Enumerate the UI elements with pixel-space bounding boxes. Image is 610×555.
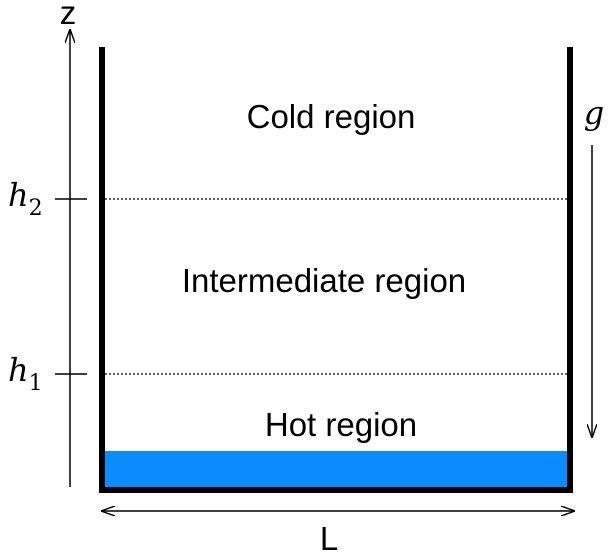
z-axis-label: z (60, 0, 77, 31)
width-label: L (320, 520, 338, 555)
h2-label: h2 (8, 176, 43, 221)
gravity-label: g (584, 94, 604, 132)
container-walls (99, 47, 573, 493)
hot-fluid-layer (103, 451, 569, 489)
intermediate-region-label: Intermediate region (182, 262, 466, 299)
hot-region-label: Hot region (265, 406, 417, 443)
h1-label: h1 (8, 351, 43, 396)
cold-region-label: Cold region (247, 98, 416, 135)
